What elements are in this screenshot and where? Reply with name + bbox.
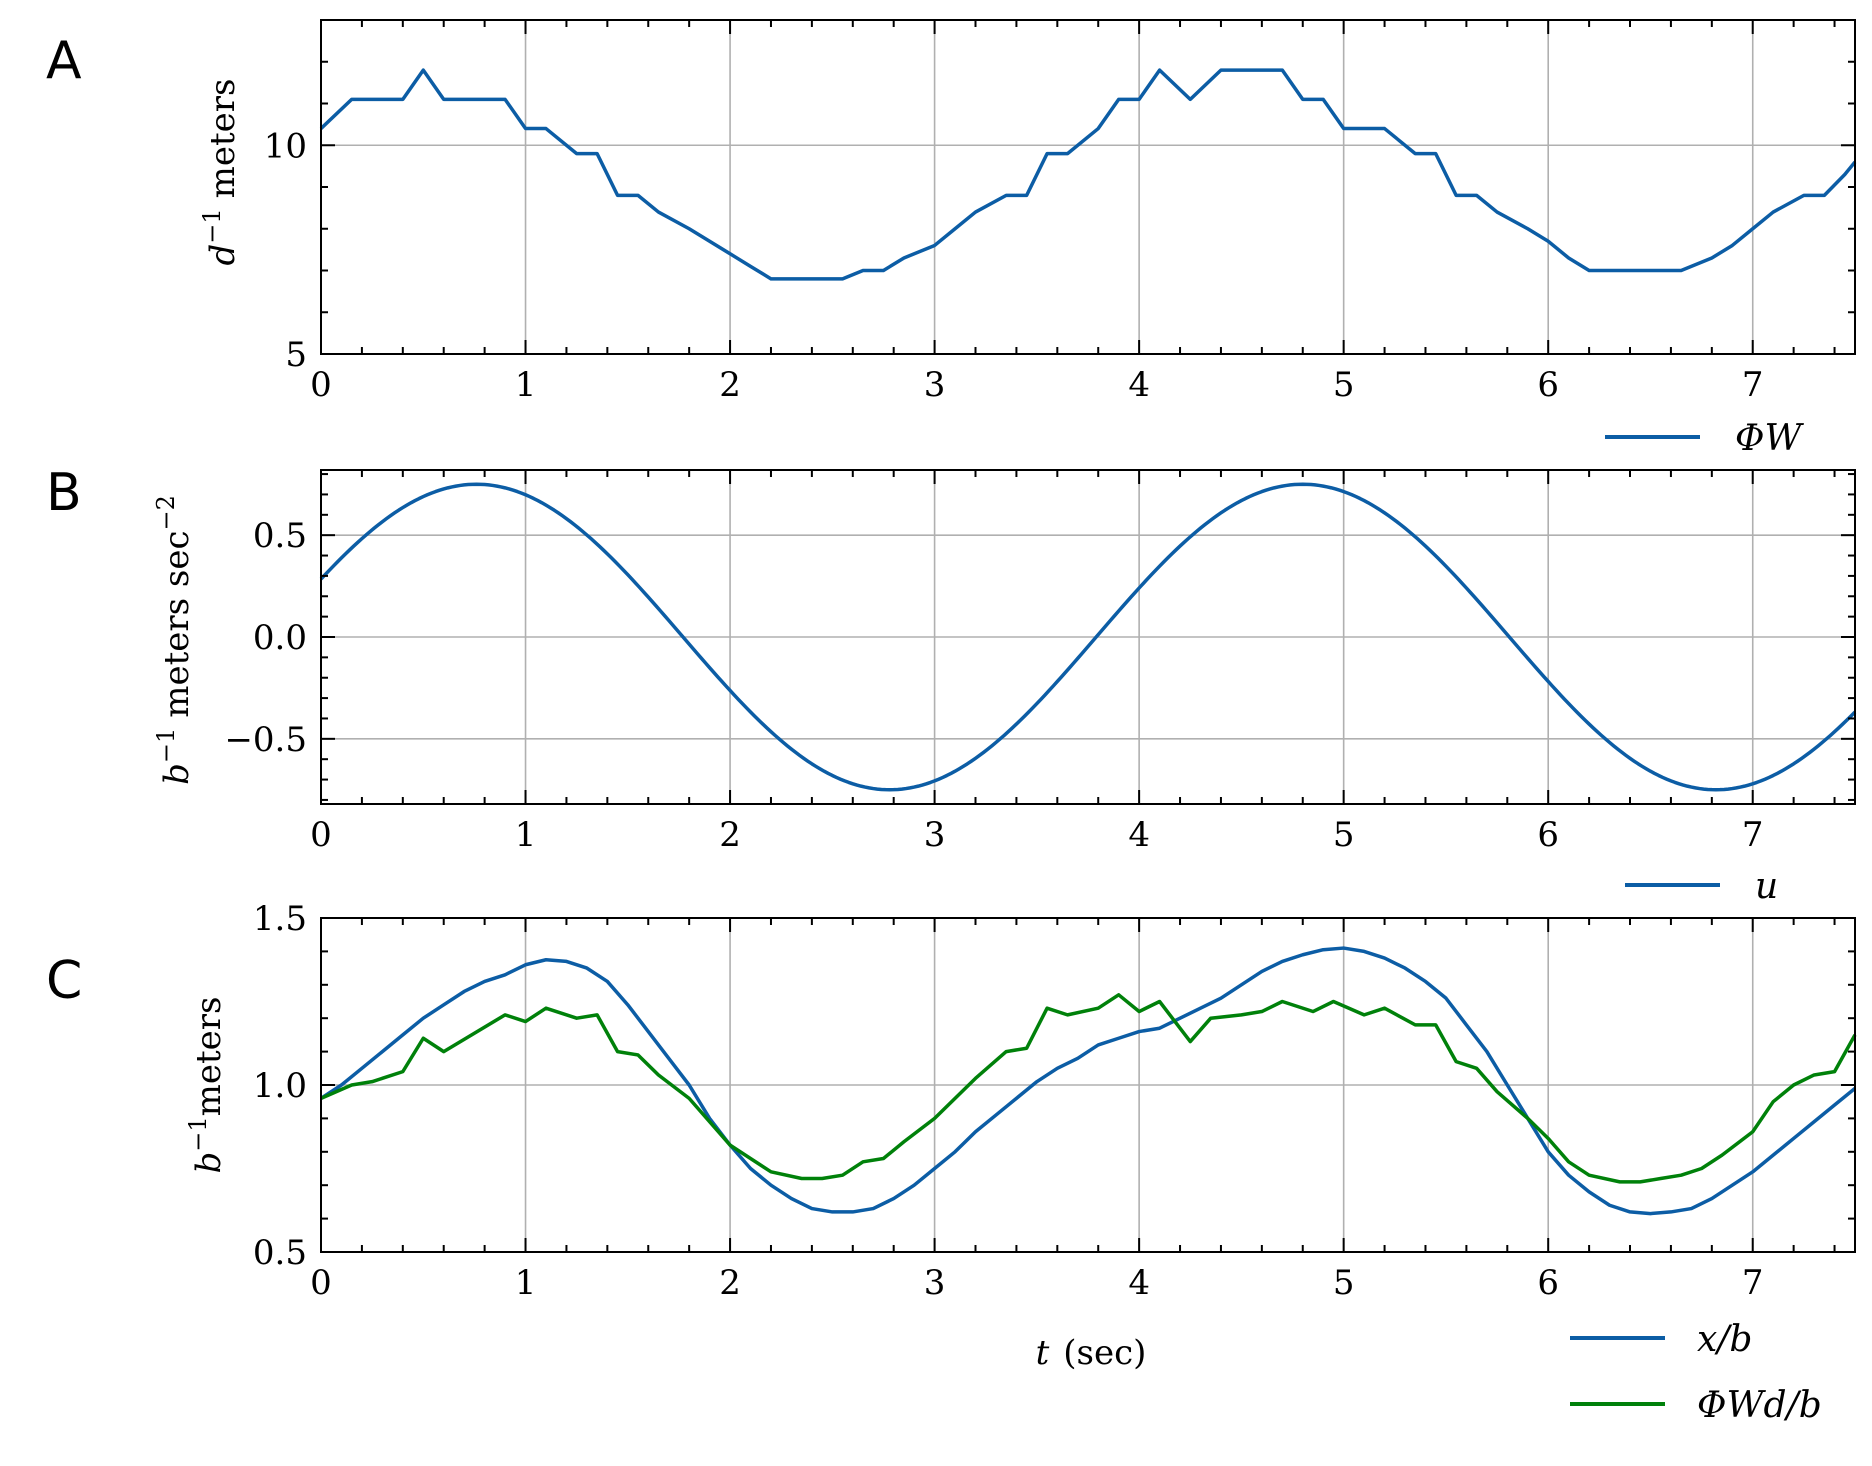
panel-a-ylabel-var: d	[203, 244, 243, 266]
panel-c-series-line-1	[320, 946, 1857, 1216]
panel-c-ytick-label: 1.0	[253, 1066, 307, 1106]
panel-c: 0 1 2 3 4 5 6 7 0.5 1.0 1.5	[253, 899, 1857, 1303]
panel-a: 0 1 2 3 4 5 6 7 5 10	[264, 19, 1857, 405]
panel-b-xtick-label: 6	[1537, 815, 1559, 855]
panel-b-xtick-label: 2	[719, 815, 741, 855]
panel-c-xtick-label: 2	[719, 1263, 741, 1303]
panel-b-legend-label: u	[1755, 866, 1778, 907]
panel-c-xtick-label: 6	[1537, 1263, 1559, 1303]
panel-a-xtick-label: 1	[515, 365, 537, 405]
panel-a-ytick-label: 5	[285, 335, 307, 375]
panel-b-xtick-label: 7	[1742, 815, 1764, 855]
panel-c-xtick-label: 3	[924, 1263, 946, 1303]
panel-a-xtick-label: 0	[310, 365, 332, 405]
panel-c-ylabel-unit: meters	[189, 996, 229, 1116]
panel-b-ylabel-unit: meters sec	[157, 530, 197, 717]
panel-b-ylabel-sup: −1	[152, 728, 180, 763]
panel-c-ytick-label: 1.5	[253, 899, 307, 939]
panel-b-ylabel-sup2: −2	[152, 495, 180, 530]
panel-a-xtick-label: 3	[924, 365, 946, 405]
panel-a-ytick-label: 10	[264, 126, 307, 166]
panel-c-xtick-label: 5	[1333, 1263, 1355, 1303]
panel-b-ytick-label: 0.0	[253, 618, 307, 658]
panel-letter-a: A	[46, 31, 82, 91]
panel-a-ylabel: d−1 meters	[198, 78, 243, 265]
panel-c-xlabel-var: t	[1036, 1333, 1050, 1373]
panel-b-ytick-label: −0.5	[224, 720, 307, 760]
panel-b: 0 1 2 3 4 5 6 7 0.5 0.0 −0.5	[224, 469, 1857, 855]
panel-c-legend: x/b ΦWd/b	[1570, 1319, 1822, 1426]
panel-c-series-line-2	[320, 993, 1857, 1184]
panel-c-xtick-label: 7	[1742, 1263, 1764, 1303]
panel-c-ylabel-sup: −1	[184, 1116, 212, 1151]
panel-c-xlabel: t (sec)	[1036, 1333, 1147, 1373]
panel-a-ylabel-unit: meters	[203, 78, 243, 198]
panel-a-legend-label: ΦW	[1735, 418, 1805, 459]
panel-c-xlabel-unit: (sec)	[1063, 1333, 1146, 1373]
panel-a-xtick-label: 2	[719, 365, 741, 405]
panel-a-series-line-1	[319, 68, 1857, 281]
panel-b-ylabel: b−1 meters sec−2	[152, 495, 197, 785]
panel-b-xtick-label: 5	[1333, 815, 1355, 855]
panel-b-legend: u	[1625, 866, 1778, 907]
panel-a-xtick-label: 7	[1742, 365, 1764, 405]
panel-c-ylabel: b−1meters	[184, 996, 229, 1173]
panel-b-xtick-label: 4	[1128, 815, 1150, 855]
panel-letter-b: B	[46, 463, 82, 523]
panel-c-xtick-label: 4	[1128, 1263, 1150, 1303]
panel-a-legend: ΦW	[1605, 418, 1805, 459]
panel-c-ytick-label: 0.5	[253, 1233, 307, 1273]
panel-letter-c: C	[46, 951, 82, 1011]
panel-a-ylabel-sup: −1	[198, 208, 226, 243]
panel-b-ytick-label: 0.5	[253, 516, 307, 556]
panel-c-xtick-label: 1	[515, 1263, 537, 1303]
panel-c-legend-label-1: x/b	[1697, 1319, 1752, 1360]
panel-b-xtick-label: 3	[924, 815, 946, 855]
panel-c-xtick-label: 0	[310, 1263, 332, 1303]
panel-b-ylabel-var: b	[157, 763, 197, 785]
panel-a-xtick-label: 6	[1537, 365, 1559, 405]
panel-a-axes-frame	[320, 19, 1856, 355]
panel-b-xtick-label: 0	[310, 815, 332, 855]
panel-a-xtick-label: 4	[1128, 365, 1150, 405]
panel-a-xtick-label: 5	[1333, 365, 1355, 405]
panel-b-series-line-1	[319, 482, 1857, 792]
panel-c-ylabel-var: b	[189, 1152, 229, 1174]
panel-b-xtick-label: 1	[515, 815, 537, 855]
panel-c-legend-label-2: ΦWd/b	[1697, 1385, 1822, 1426]
